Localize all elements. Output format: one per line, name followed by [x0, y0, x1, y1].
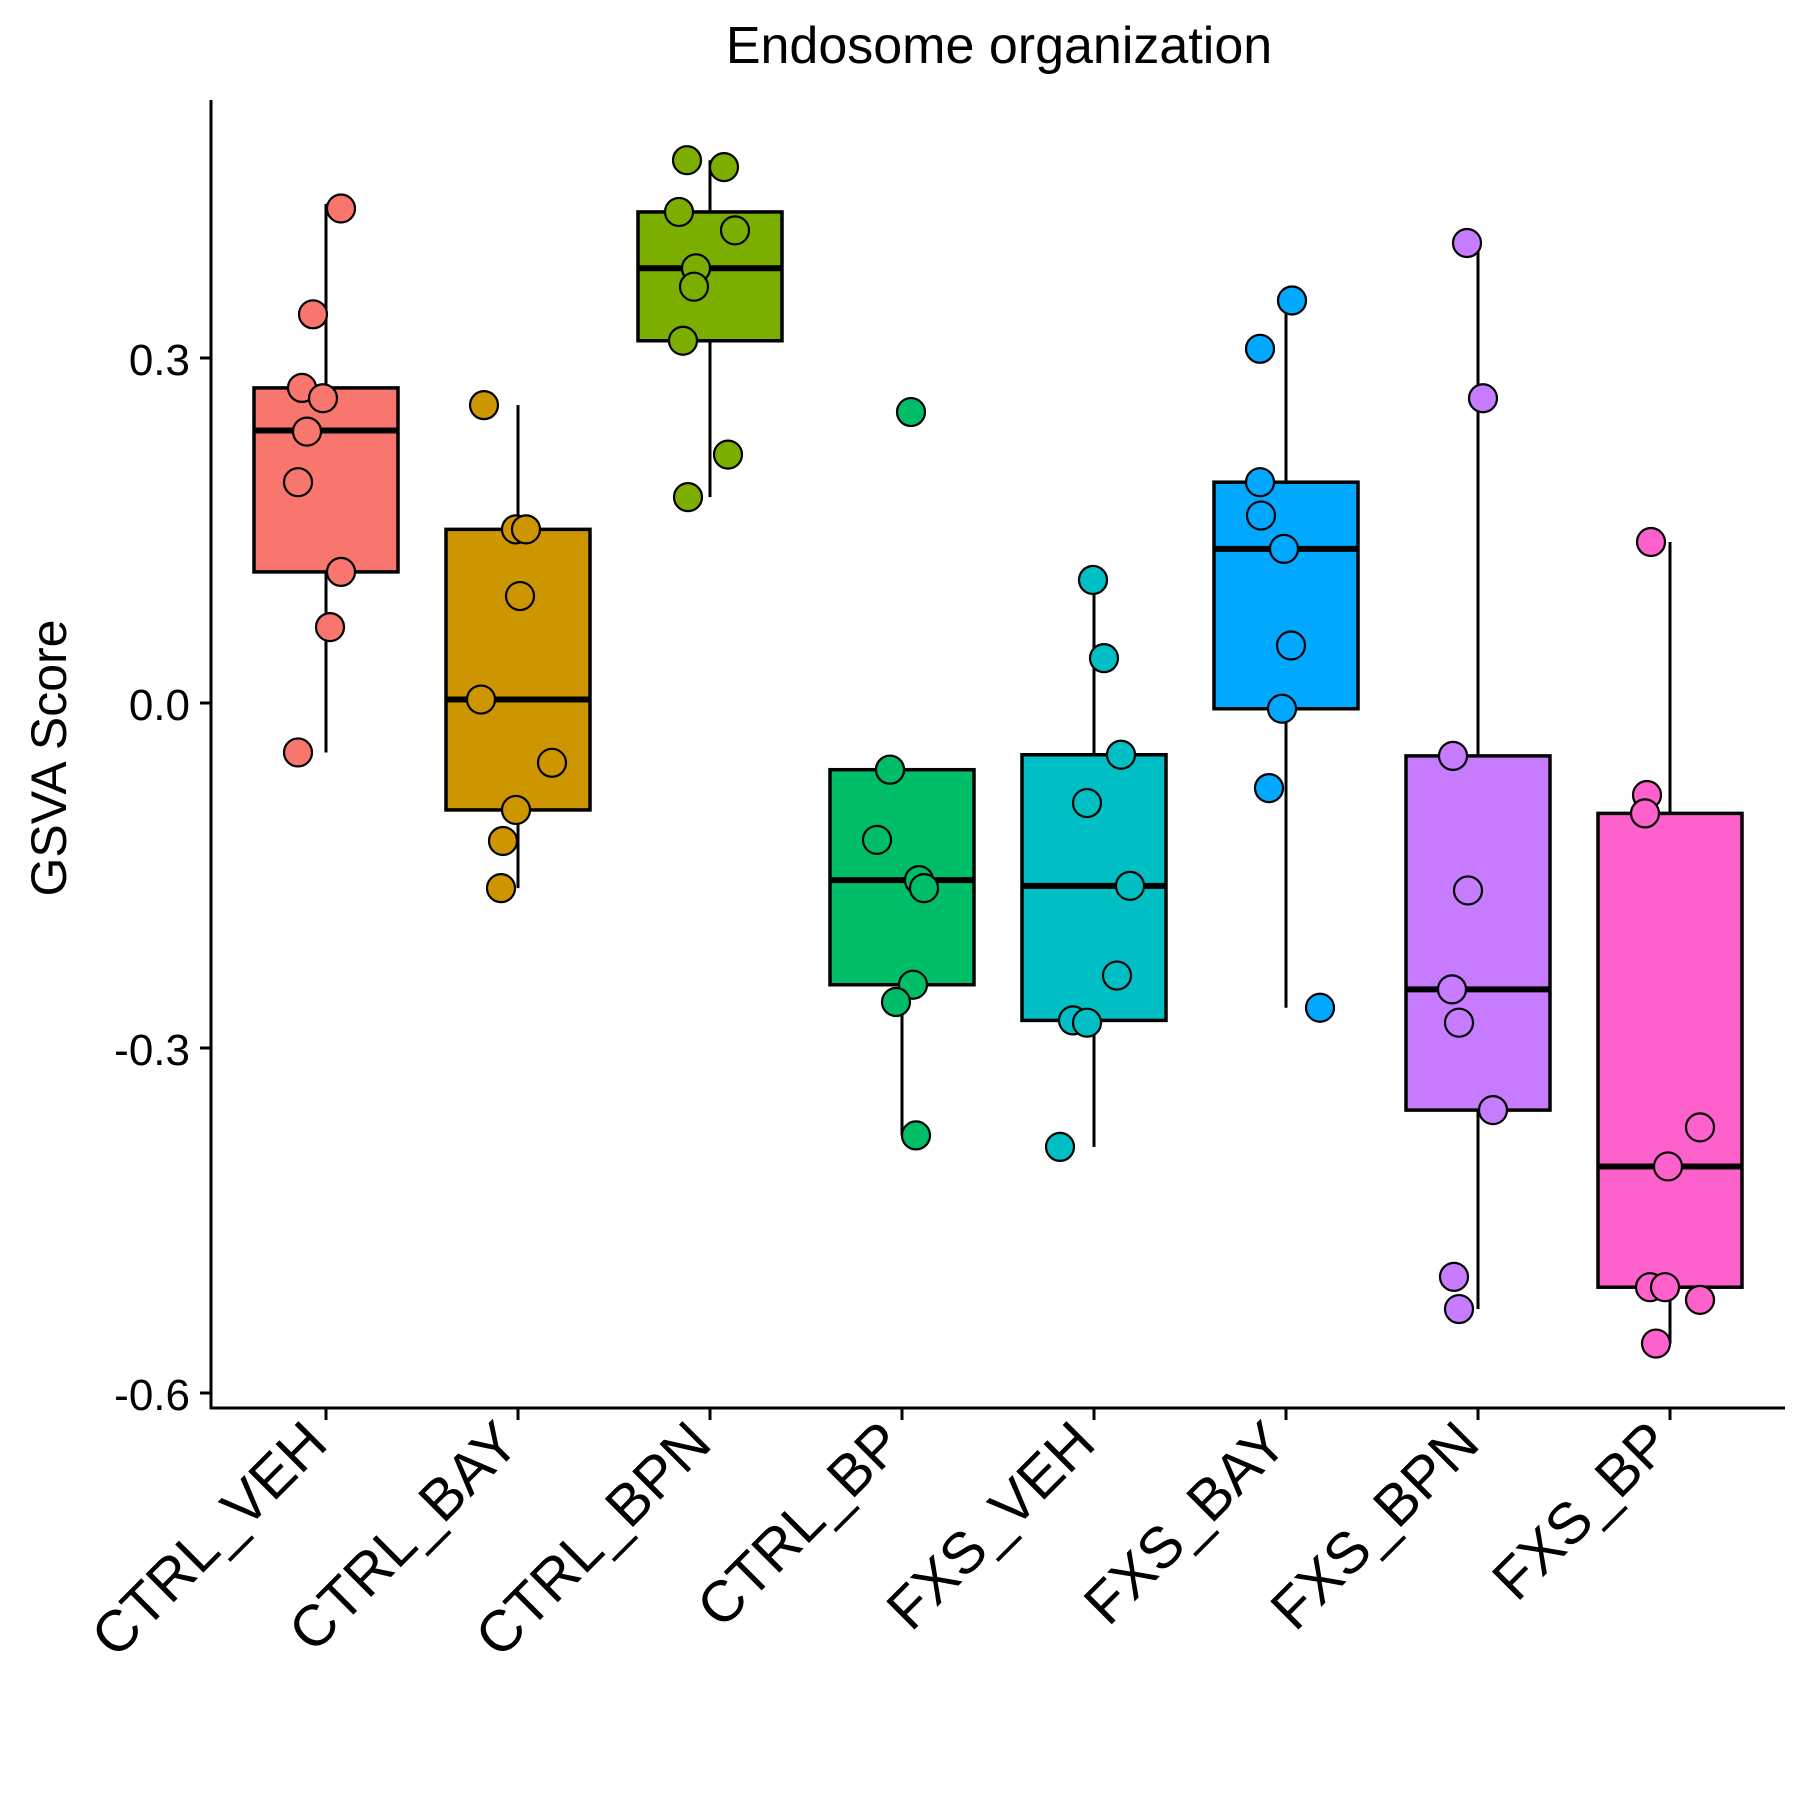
data-point: [719, 215, 751, 246]
y-axis-label: GSVA Score: [21, 620, 77, 897]
data-point: [1635, 526, 1667, 558]
data-point: [861, 824, 893, 855]
data-point: [1077, 564, 1109, 596]
y-tick-label: 0.3: [129, 336, 190, 385]
data-point: [536, 747, 568, 778]
y-tick-label: -0.6: [114, 1371, 190, 1420]
data-point: [291, 416, 323, 447]
data-point: [1684, 1112, 1716, 1143]
data-point: [708, 152, 740, 183]
box-group-ctrl-bay: [444, 390, 592, 904]
y-axis-ticks: -0.6 -0.3 0.0 0.3: [114, 336, 211, 1420]
box-group-ctrl-bp: [828, 396, 976, 1151]
data-point: [1276, 285, 1308, 316]
box: [1596, 811, 1744, 1289]
data-point: [1275, 630, 1307, 661]
data-point: [667, 325, 699, 356]
data-point: [1245, 500, 1277, 531]
box: [1212, 480, 1360, 711]
data-point: [672, 482, 704, 513]
data-point: [1114, 870, 1146, 901]
x-tick-label: FXS_BP: [1480, 1409, 1683, 1612]
data-point: [1105, 739, 1137, 770]
data-point: [712, 439, 744, 470]
data-point: [1477, 1094, 1509, 1126]
data-point: [487, 825, 519, 857]
data-point: [504, 580, 536, 612]
data-point: [297, 299, 329, 330]
box-group-fxs-bp: [1596, 526, 1744, 1359]
data-point: [1436, 974, 1468, 1005]
data-point: [908, 873, 940, 904]
box: [1404, 754, 1552, 1112]
data-point: [663, 196, 695, 228]
x-tick-label: CTRL_BP: [685, 1409, 916, 1640]
data-point: [1451, 227, 1483, 259]
box-group-ctrl-bpn: [636, 145, 784, 513]
box-group-ctrl-veh: [252, 193, 400, 768]
data-point: [325, 193, 357, 224]
data-point: [1244, 467, 1276, 498]
data-point: [1044, 1131, 1076, 1163]
data-point: [900, 1120, 932, 1151]
data-point: [1640, 1328, 1672, 1359]
chart-title: Endosome organization: [726, 17, 1272, 75]
data-point: [1629, 798, 1661, 829]
y-tick-label: 0.0: [129, 681, 190, 730]
data-point: [282, 737, 314, 768]
plot-area: [252, 145, 1744, 1359]
box: [636, 210, 784, 343]
x-axis-ticks: CTRL_VEHCTRL_BAYCTRL_BPNCTRL_BPFXS_VEHFX…: [79, 1409, 1683, 1669]
data-point: [1071, 1007, 1103, 1038]
data-point: [1088, 643, 1120, 674]
box: [444, 527, 592, 812]
x-tick-label: FXS_BPN: [1258, 1409, 1491, 1642]
data-point: [282, 467, 314, 498]
data-point: [1443, 1293, 1475, 1325]
data-point: [1443, 1007, 1475, 1038]
data-point: [880, 986, 912, 1018]
data-point: [465, 684, 497, 715]
box: [252, 386, 400, 574]
data-point: [1304, 992, 1336, 1023]
data-point: [1437, 740, 1469, 772]
data-point: [678, 271, 710, 302]
data-point: [1652, 1151, 1684, 1182]
data-point: [1244, 333, 1276, 364]
box-group-fxs-veh: [1020, 564, 1168, 1163]
data-point: [325, 556, 357, 588]
data-point: [1253, 772, 1285, 804]
box-group-fxs-bpn: [1404, 227, 1552, 1325]
data-point: [485, 873, 517, 904]
x-tick-label: FXS_VEH: [874, 1409, 1107, 1642]
data-point: [468, 390, 500, 421]
y-tick-label: -0.3: [114, 1026, 190, 1075]
data-point: [895, 396, 927, 428]
data-point: [1266, 693, 1298, 724]
data-point: [307, 383, 339, 414]
data-point: [500, 794, 532, 826]
data-point: [1268, 533, 1300, 565]
data-point: [314, 611, 346, 643]
data-point: [874, 754, 906, 785]
data-point: [1467, 383, 1499, 414]
data-point: [1684, 1284, 1716, 1315]
data-point: [1452, 875, 1484, 906]
data-point: [1438, 1261, 1470, 1292]
box-group-fxs-bay: [1212, 285, 1360, 1023]
data-point: [671, 145, 703, 176]
data-point: [1649, 1272, 1681, 1303]
data-point: [1071, 787, 1103, 819]
data-point: [510, 514, 542, 545]
data-point: [1101, 960, 1133, 991]
